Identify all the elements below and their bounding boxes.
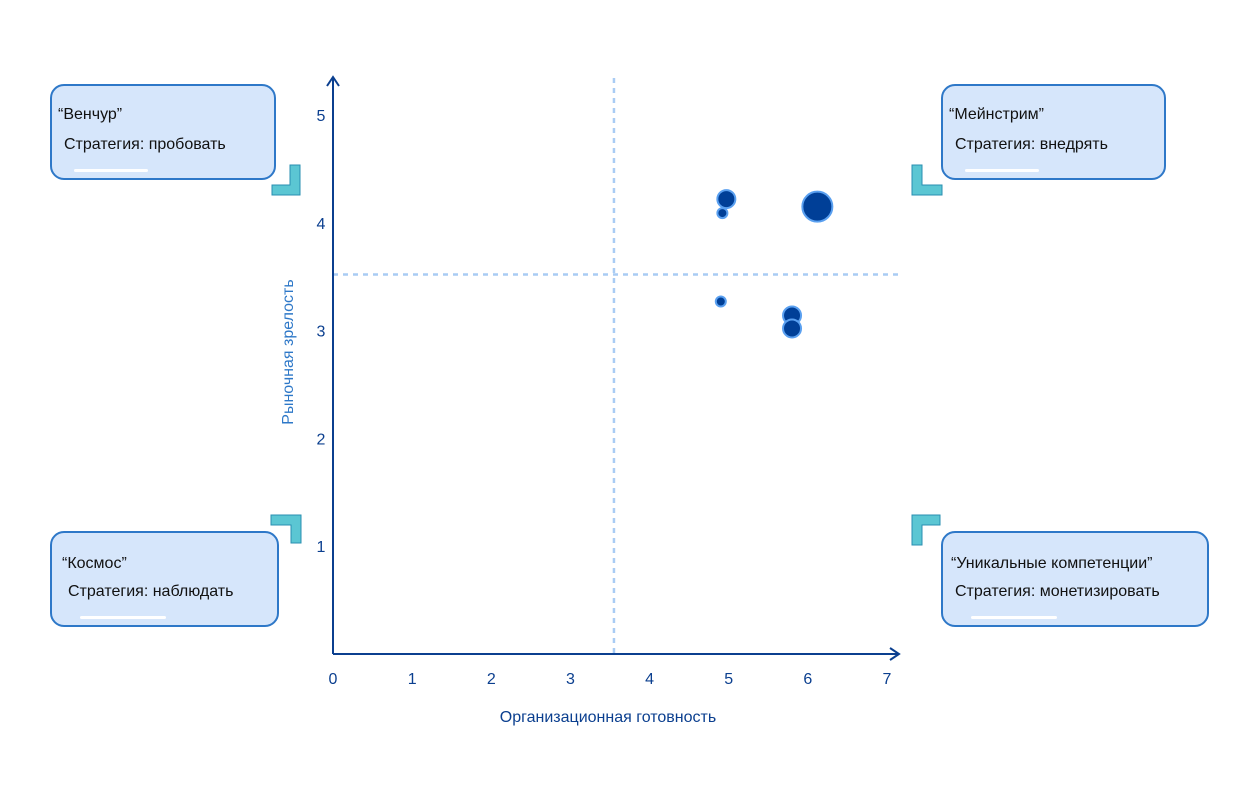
data-point xyxy=(801,190,834,223)
axes xyxy=(326,75,901,661)
quadrant-unique-title: “Уникальные компетенции” xyxy=(951,555,1153,572)
y-tick-label: 1 xyxy=(317,539,326,556)
x-tick-label: 4 xyxy=(645,671,654,688)
x-tick-label: 7 xyxy=(883,671,892,688)
y-tick-label: 4 xyxy=(317,216,326,233)
data-point xyxy=(714,295,727,308)
quadrant-cosmos-title: “Космос” xyxy=(62,555,127,572)
x-tick-label: 5 xyxy=(724,671,733,688)
x-tick-label: 6 xyxy=(803,671,812,688)
y-axis-arrow xyxy=(326,75,340,87)
corner-marker-bottom-left xyxy=(270,514,302,544)
data-point xyxy=(716,189,737,210)
quadrant-unique-divider xyxy=(971,616,1057,619)
data-points xyxy=(714,189,834,339)
x-tick-label: 1 xyxy=(408,671,417,688)
x-tick-label: 0 xyxy=(329,671,338,688)
quadrant-venture-title: “Венчур” xyxy=(58,106,123,123)
quadrant-venture-strategy: Стратегия: пробовать xyxy=(64,136,226,153)
quadrant-mainstream-divider xyxy=(965,169,1039,172)
quadrant-cosmos-strategy: Стратегия: наблюдать xyxy=(68,583,234,600)
corner-markers xyxy=(270,164,943,546)
x-tick-label: 2 xyxy=(487,671,496,688)
quadrant-cosmos: “Космос” Стратегия: наблюдать xyxy=(50,531,279,627)
quadrant-unique-strategy: Стратегия: монетизировать xyxy=(955,583,1160,600)
y-tick-label: 5 xyxy=(317,108,326,125)
x-tick-label: 3 xyxy=(566,671,575,688)
y-tick-label: 3 xyxy=(317,324,326,341)
quadrant-unique-competencies: “Уникальные компетенции” Стратегия: моне… xyxy=(941,531,1209,627)
y-tick-label: 2 xyxy=(317,431,326,448)
data-point xyxy=(716,207,729,220)
quadrant-mainstream-title: “Мейнстрим” xyxy=(949,106,1044,123)
x-axis-label: Организационная готовность xyxy=(500,709,716,726)
quadrant-venture-divider xyxy=(74,169,148,172)
quadrant-mainstream-strategy: Стратегия: внедрять xyxy=(955,136,1108,153)
corner-marker-top-left xyxy=(271,164,301,196)
data-point xyxy=(782,318,803,339)
corner-marker-top-right xyxy=(911,164,943,196)
quadrant-venture: “Венчур” Стратегия: пробовать xyxy=(50,84,276,180)
corner-marker-bottom-right xyxy=(911,514,941,546)
tick-labels: 0 1 2 3 4 5 6 7 1 2 3 4 5 xyxy=(317,108,892,688)
quadrant-cosmos-divider xyxy=(80,616,166,619)
quadrant-mainstream: “Мейнстрим” Стратегия: внедрять xyxy=(941,84,1166,180)
x-axis-arrow xyxy=(889,647,901,661)
y-axis-label: Рыночная зрелость xyxy=(280,279,297,424)
threshold-lines xyxy=(333,78,900,654)
